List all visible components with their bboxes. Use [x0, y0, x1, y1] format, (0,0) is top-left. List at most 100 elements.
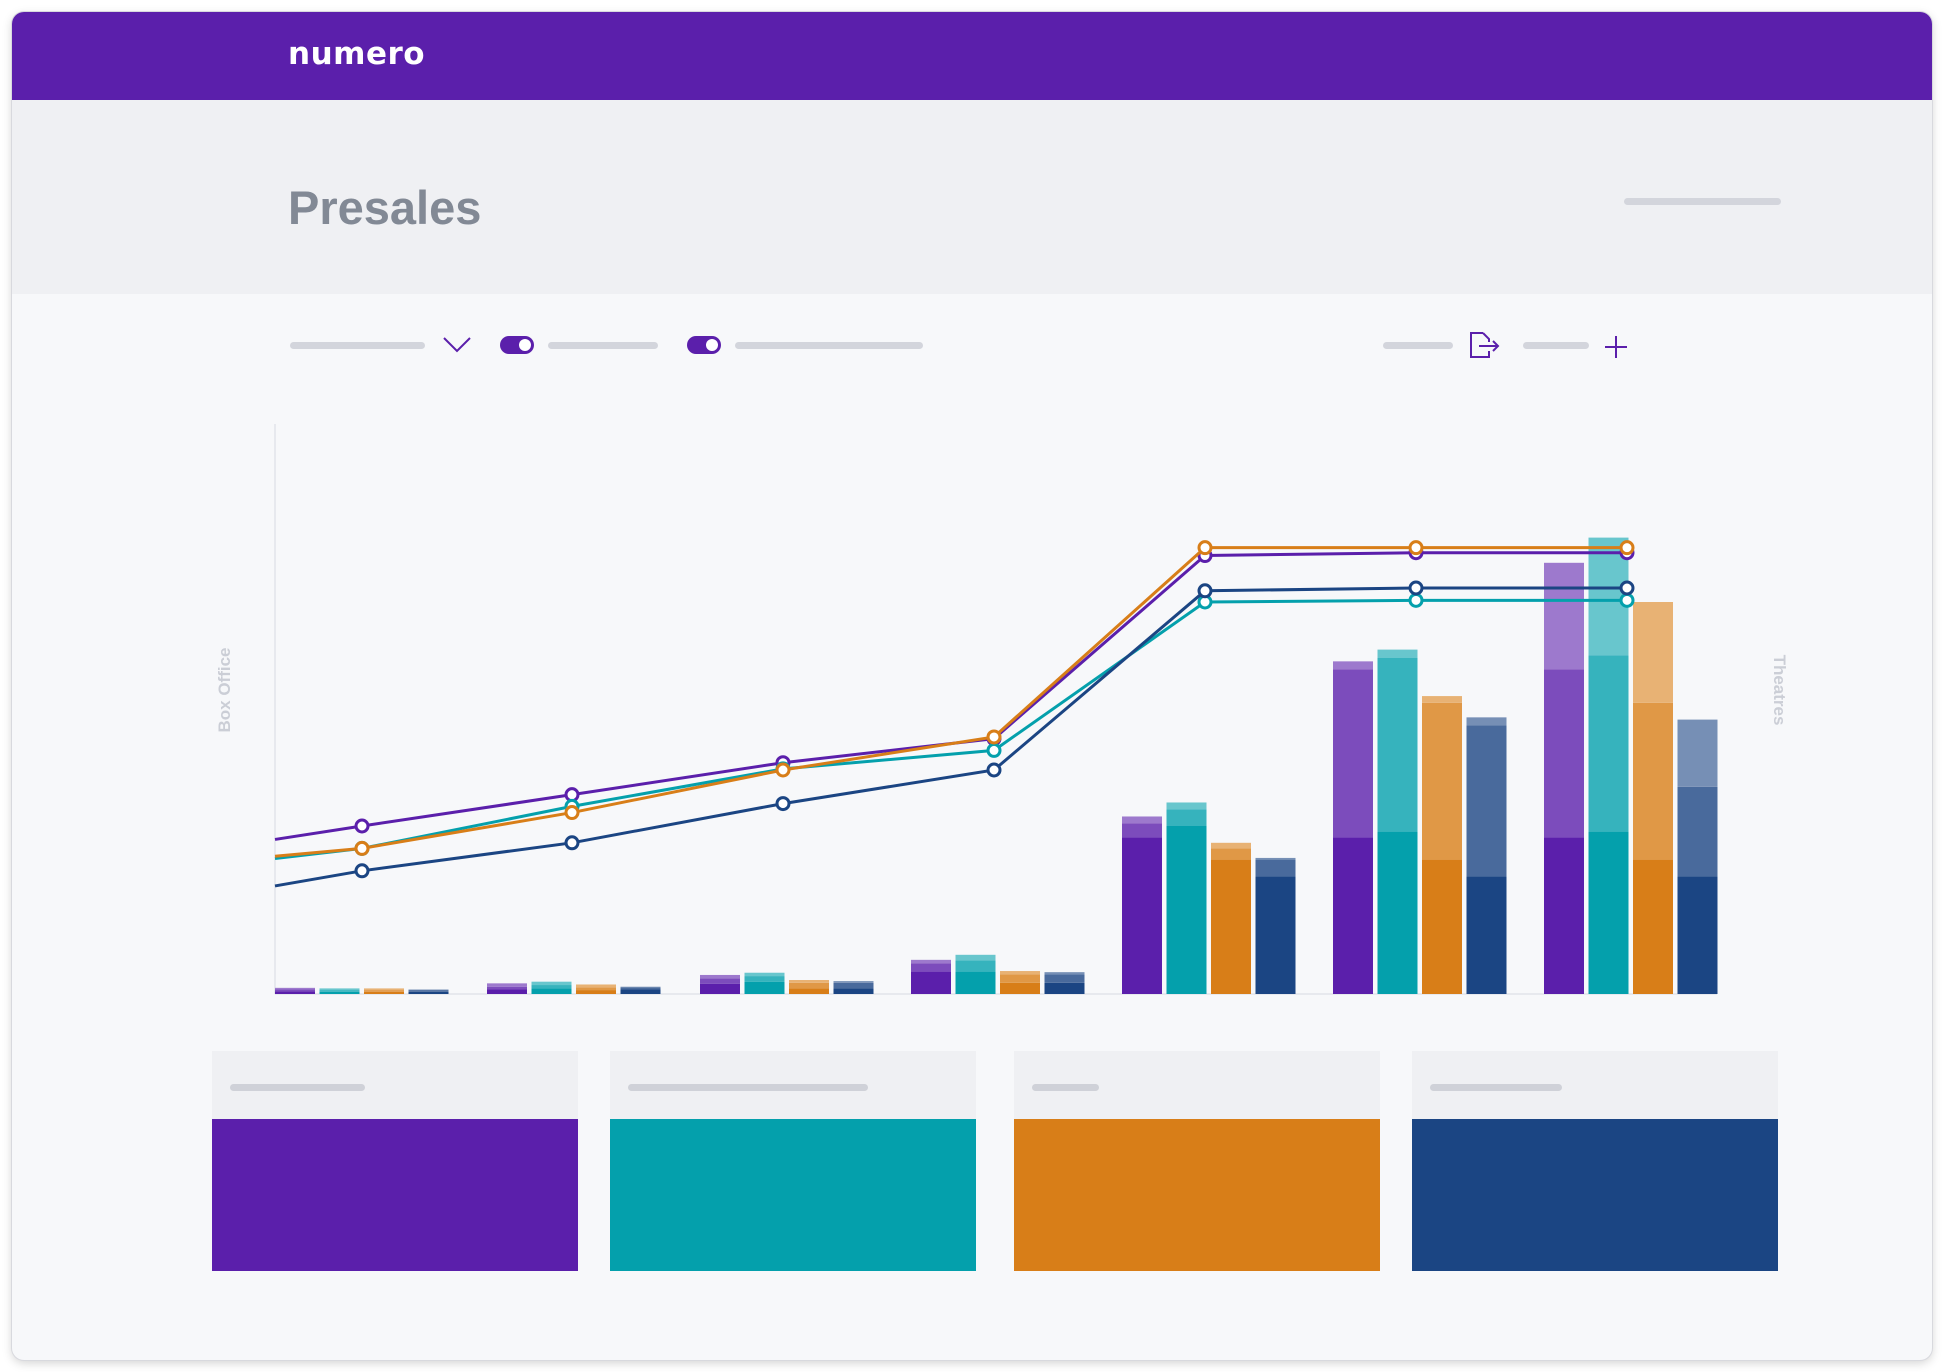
bar-segment	[955, 971, 996, 994]
card-color-block	[1412, 1119, 1778, 1271]
plus-icon[interactable]	[1603, 334, 1629, 360]
chevron-down-icon[interactable]	[442, 336, 472, 354]
bar-segment	[620, 986, 661, 988]
filter-dropdown-placeholder[interactable]	[290, 342, 425, 349]
bar-segment	[1000, 974, 1040, 983]
series-point[interactable]	[354, 818, 370, 834]
bar-segment	[1211, 859, 1251, 994]
page-header: Presales	[12, 100, 1932, 294]
summary-card-4[interactable]	[1412, 1051, 1778, 1271]
bar-segment	[1377, 831, 1418, 994]
bar-segment	[531, 988, 572, 994]
bar-segment	[1211, 842, 1251, 849]
bar-segment	[275, 991, 315, 994]
bar-segment	[955, 960, 996, 972]
bar-segment	[620, 987, 661, 990]
bar-segment	[1633, 602, 1673, 703]
toggle-knob	[706, 339, 718, 351]
bar-segment	[1422, 859, 1462, 994]
series-point[interactable]	[986, 742, 1002, 758]
bar-segment	[1377, 658, 1418, 832]
bar-segment	[487, 986, 527, 990]
bar-segment	[1000, 982, 1040, 994]
series-line	[274, 551, 1627, 841]
lines-group	[274, 540, 1635, 888]
bar-segment	[576, 984, 616, 988]
card-color-block	[1014, 1119, 1380, 1271]
summary-card-2[interactable]	[610, 1051, 976, 1271]
series-point[interactable]	[564, 835, 580, 851]
bar-segment	[1255, 859, 1296, 877]
page-title: Presales	[288, 181, 482, 234]
bar-segment	[576, 990, 616, 994]
toggle-knob	[519, 339, 531, 351]
series-point[interactable]	[354, 840, 370, 856]
bar-segment	[833, 982, 874, 989]
bar-segment	[1255, 876, 1296, 994]
bar-segment	[744, 976, 785, 982]
series-point[interactable]	[1619, 540, 1635, 556]
series-point[interactable]	[1408, 580, 1424, 596]
card-title-placeholder	[628, 1084, 868, 1091]
card-header	[1014, 1051, 1380, 1119]
top-navigation-bar: numero	[12, 12, 1932, 100]
bar-segment	[1166, 802, 1207, 810]
bar-segment	[1466, 876, 1507, 994]
series-point[interactable]	[564, 787, 580, 803]
bar-segment	[911, 959, 951, 964]
bar-segment	[1633, 859, 1673, 994]
bar-segment	[789, 980, 829, 983]
series-point[interactable]	[1619, 592, 1635, 608]
series-point[interactable]	[986, 729, 1002, 745]
card-header	[610, 1051, 976, 1119]
bar-segment	[1466, 725, 1507, 877]
bar-segment	[487, 989, 527, 994]
toggle-1[interactable]	[500, 336, 534, 354]
bar-segment	[744, 972, 785, 977]
bar-segment	[576, 987, 616, 991]
card-color-block	[610, 1119, 976, 1271]
bar-segment	[1544, 837, 1584, 994]
bar-segment	[700, 978, 740, 984]
header-action-placeholder[interactable]	[1624, 198, 1781, 205]
series-point[interactable]	[1408, 592, 1424, 608]
bar-segment	[408, 991, 449, 994]
export-icon[interactable]	[1467, 330, 1501, 360]
bar-segment	[1211, 848, 1251, 860]
presales-chart	[274, 424, 1718, 995]
numero-logo[interactable]: numero	[288, 36, 426, 72]
card-title-placeholder	[1430, 1084, 1562, 1091]
series-point[interactable]	[1197, 583, 1213, 599]
bar-segment	[1677, 876, 1718, 994]
bar-segment	[319, 991, 360, 994]
bar-segment	[955, 954, 996, 961]
bar-segment	[408, 989, 449, 991]
toggle-2-label-placeholder	[735, 342, 923, 349]
bar-segment	[1000, 971, 1040, 975]
toggle-2[interactable]	[687, 336, 721, 354]
series-point[interactable]	[986, 762, 1002, 778]
bar-segment	[1544, 669, 1584, 838]
series-point[interactable]	[564, 805, 580, 821]
summary-card-3[interactable]	[1014, 1051, 1380, 1271]
bar-segment	[1333, 837, 1373, 994]
bar-segment	[833, 981, 874, 983]
series-point[interactable]	[775, 762, 791, 778]
bar-segment	[531, 981, 572, 986]
bar-segment	[1633, 702, 1673, 860]
series-point[interactable]	[1619, 580, 1635, 596]
bar-segment	[1677, 786, 1718, 877]
series-point[interactable]	[354, 863, 370, 879]
series-point[interactable]	[1197, 540, 1213, 556]
bar-segment	[1122, 816, 1162, 824]
series-line	[274, 546, 1627, 858]
series-point[interactable]	[775, 796, 791, 812]
summary-card-1[interactable]	[212, 1051, 578, 1271]
series-point[interactable]	[1408, 540, 1424, 556]
bar-segment	[1422, 702, 1462, 860]
card-header	[212, 1051, 578, 1119]
bar-segment	[1333, 669, 1373, 838]
bar-segment	[1166, 809, 1207, 826]
add-label-placeholder	[1523, 342, 1589, 349]
bar-segment	[789, 988, 829, 994]
